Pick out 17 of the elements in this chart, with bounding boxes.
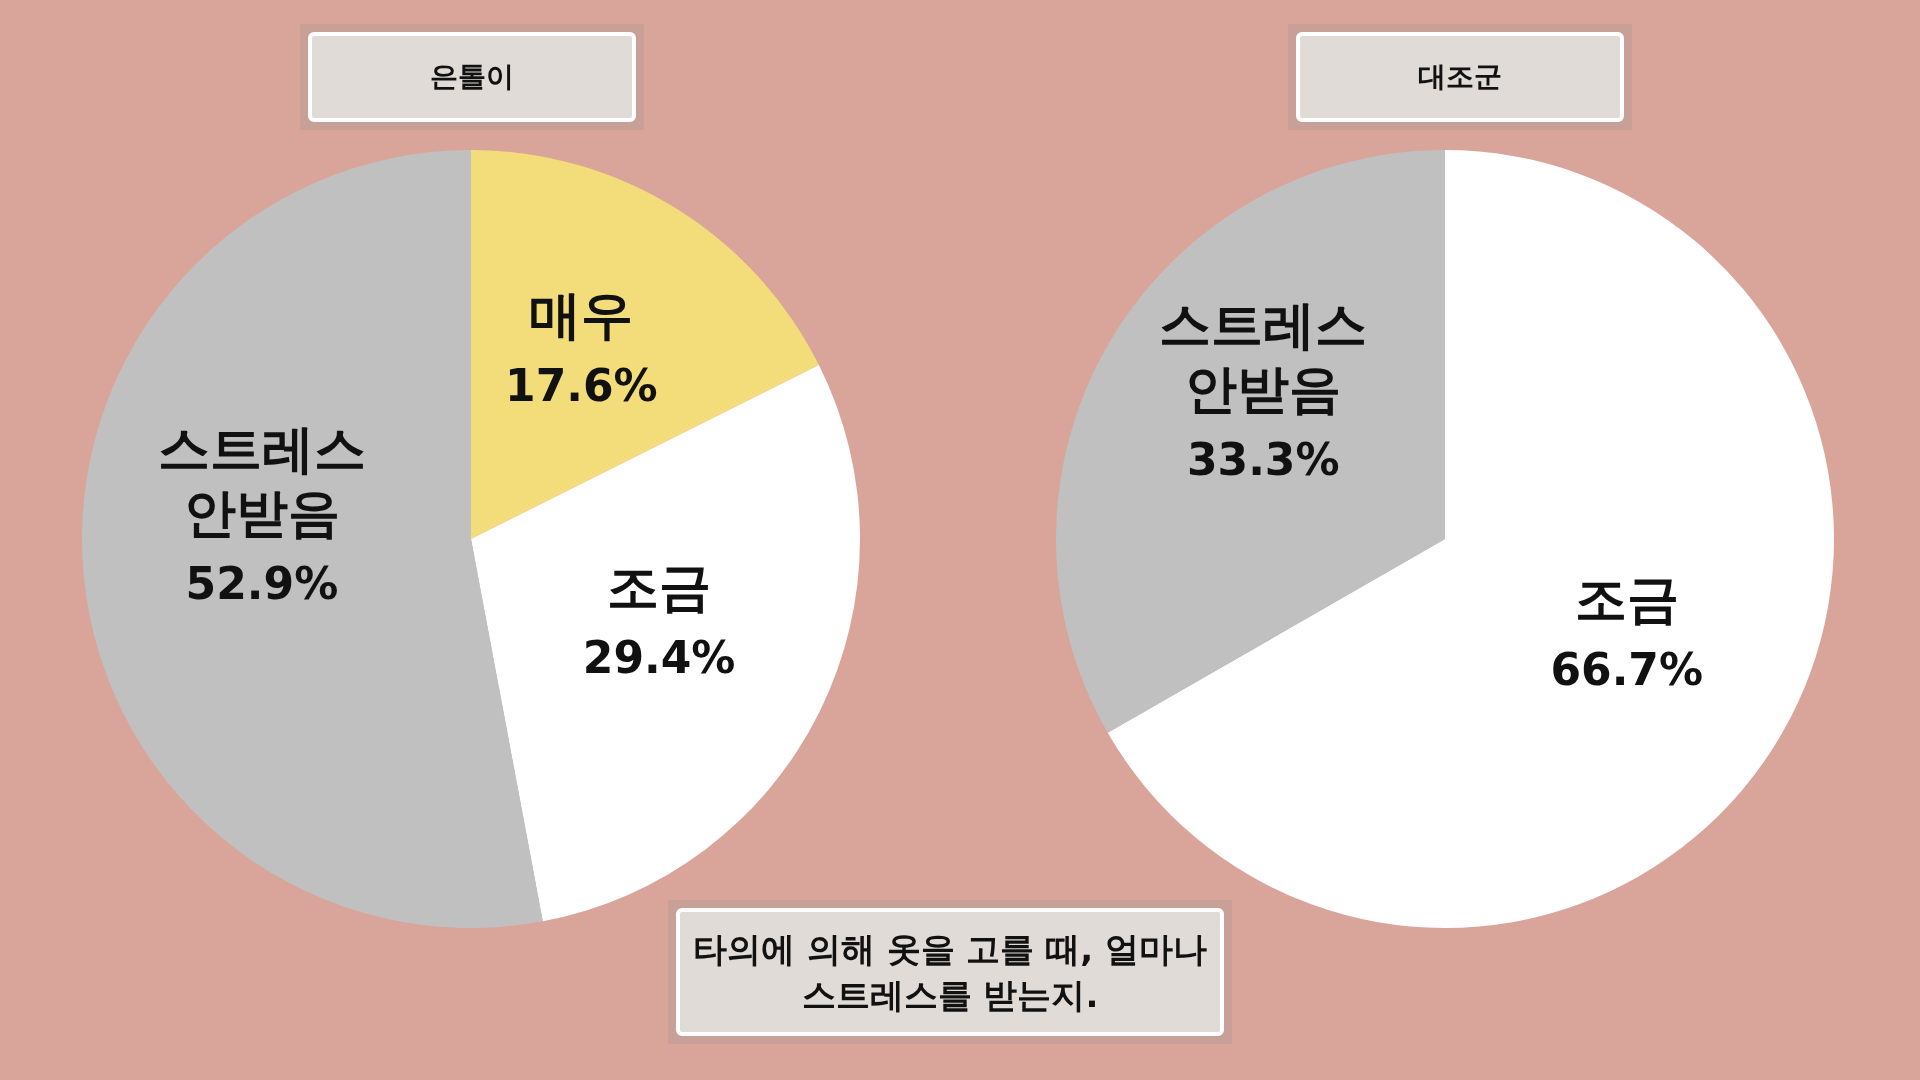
chart-title: 대조군 (1296, 32, 1624, 122)
pie-slice (1056, 150, 1445, 733)
slice-label: 스트레스 안받음 (1159, 294, 1368, 419)
data-label: 29.4% (582, 632, 736, 684)
data-label: 33.3% (1186, 433, 1340, 485)
data-label: 17.6% (505, 360, 658, 412)
slice-label: 매우 (529, 285, 634, 346)
pie-slice (1107, 150, 1834, 928)
slice-label: 조금 (607, 557, 712, 618)
chart-title: 은톨이 (308, 32, 636, 122)
data-label: 52.9% (185, 558, 339, 610)
text: 타의에 의해 옷을 고를 때, 얼마나 스트레스를 받는지. (676, 908, 1224, 1036)
data-label: 66.7% (1550, 644, 1704, 696)
slice-label: 스트레스 안받음 (157, 419, 366, 544)
pie-slice (471, 150, 819, 539)
pie-slice (471, 364, 860, 922)
slice-label: 조금 (1574, 569, 1679, 630)
